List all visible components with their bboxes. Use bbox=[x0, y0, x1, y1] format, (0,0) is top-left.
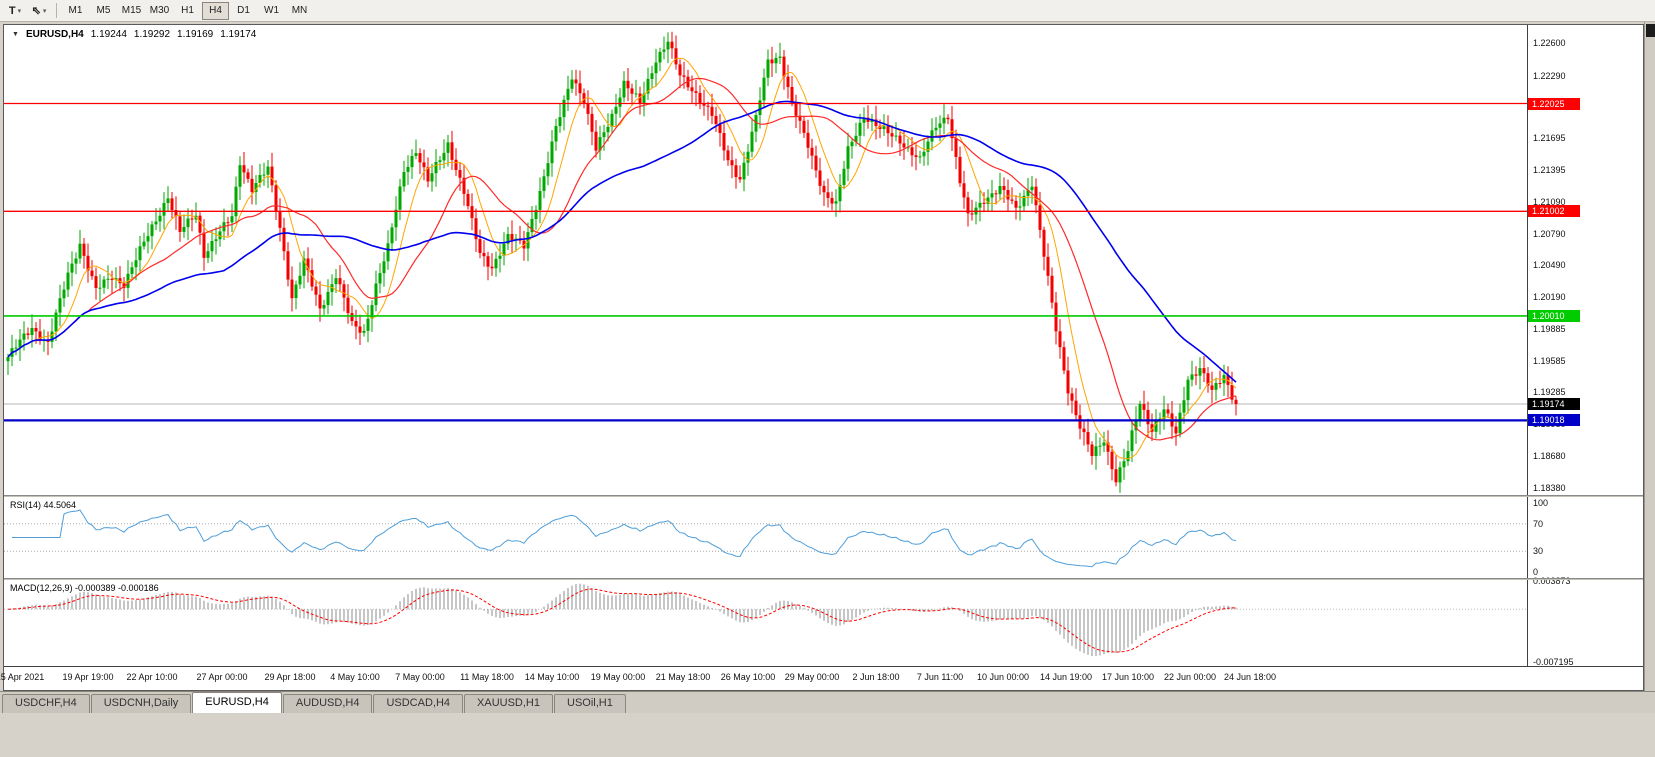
timeframe-button-m1[interactable]: M1 bbox=[62, 2, 89, 20]
chart-tab-audusd-h4[interactable]: AUDUSD,H4 bbox=[282, 694, 373, 713]
timeframe-button-group: M1 M5 M15 M30 H1 H4 D1 W1 MN bbox=[62, 1, 313, 20]
rsi-panel[interactable] bbox=[4, 497, 1527, 578]
chart-tab-eurusd-h4[interactable]: EURUSD,H4 bbox=[192, 692, 282, 713]
date-label: 7 May 00:00 bbox=[395, 672, 445, 682]
text-tool-button[interactable]: T ▾ bbox=[3, 2, 27, 20]
price-tick: 1.21090 bbox=[1533, 197, 1566, 207]
hline-price-tag: 1.21002 bbox=[1528, 205, 1580, 217]
rsi-tick: 30 bbox=[1533, 546, 1544, 556]
date-label: 27 Apr 00:00 bbox=[196, 672, 248, 682]
price-tick: 1.22290 bbox=[1533, 71, 1566, 81]
price-tick: 1.20490 bbox=[1533, 260, 1566, 270]
price-tick: 1.21695 bbox=[1533, 133, 1566, 143]
symbol-label: EURUSD,H4 bbox=[25, 29, 84, 40]
date-label: 26 May 10:00 bbox=[720, 672, 776, 682]
price-tick: 1.19285 bbox=[1533, 387, 1566, 397]
hline-price-tag: 1.20010 bbox=[1528, 310, 1580, 322]
date-label: 7 Jun 11:00 bbox=[916, 672, 964, 682]
price-tick: 1.20190 bbox=[1533, 292, 1566, 302]
rsi-tick: 70 bbox=[1533, 519, 1544, 529]
macd-label: MACD(12,26,9) -0.000389 -0.000186 bbox=[10, 583, 159, 593]
toolbar: T ▾ ⇖ ▾ M1 M5 M15 M30 H1 H4 D1 W1 MN bbox=[0, 0, 1655, 22]
price-tick: 1.20790 bbox=[1533, 229, 1566, 239]
timeframe-button-m30[interactable]: M30 bbox=[146, 2, 173, 20]
open-value: 1.19244 bbox=[90, 29, 127, 40]
panel-separator[interactable] bbox=[4, 578, 1643, 580]
date-label: 14 Jun 19:00 bbox=[1039, 672, 1093, 682]
date-label: 22 Apr 10:00 bbox=[126, 672, 178, 682]
date-label: 19 May 00:00 bbox=[590, 672, 646, 682]
date-label: 2 Jun 18:00 bbox=[852, 672, 900, 682]
date-label: 4 May 10:00 bbox=[330, 672, 380, 682]
rsi-tick: 0 bbox=[1533, 567, 1539, 577]
price-tick: 1.21395 bbox=[1533, 165, 1566, 175]
rsi-tick: 100 bbox=[1533, 498, 1549, 508]
macd-tick: -0.007195 bbox=[1533, 657, 1574, 667]
pointer-tool-button[interactable]: ⇖ ▾ bbox=[27, 2, 51, 20]
timeframe-button-mn[interactable]: MN bbox=[286, 2, 313, 20]
timeframe-button-w1[interactable]: W1 bbox=[258, 2, 285, 20]
macd-panel[interactable] bbox=[4, 580, 1527, 666]
time-axis[interactable]: 15 Apr 2021 19 Apr 19:00 22 Apr 10:00 27 Ap… bbox=[0, 666, 1643, 689]
date-label: 22 Jun 00:00 bbox=[1163, 672, 1217, 682]
price-tick: 1.18680 bbox=[1533, 451, 1566, 461]
rsi-label: RSI(14) 44.5064 bbox=[10, 500, 77, 510]
current-price-tag: 1.19174 bbox=[1528, 398, 1580, 410]
chart-tab-usdcnh-daily[interactable]: USDCNH,Daily bbox=[90, 694, 192, 713]
timeframe-button-m5[interactable]: M5 bbox=[90, 2, 117, 20]
panel-separator[interactable] bbox=[4, 495, 1643, 497]
price-axis[interactable]: 1.226001.222901.219951.216951.213951.210… bbox=[1527, 25, 1643, 667]
date-label: 15 Apr 2021 bbox=[0, 672, 45, 682]
text-tool-icon: T bbox=[8, 4, 16, 17]
vertical-scrollbar[interactable] bbox=[1644, 22, 1655, 691]
toolbar-separator bbox=[56, 3, 57, 18]
price-tick: 1.18380 bbox=[1533, 483, 1566, 493]
chart-tab-usdchf-h4[interactable]: USDCHF,H4 bbox=[2, 694, 90, 713]
price-chart-canvas[interactable] bbox=[4, 25, 1527, 495]
low-value: 1.19169 bbox=[177, 29, 214, 40]
pointer-tool-icon: ⇖ bbox=[31, 5, 41, 17]
chart-tab-xauusd-h1[interactable]: XAUUSD,H1 bbox=[464, 694, 553, 713]
price-tick: 1.22600 bbox=[1533, 38, 1566, 48]
price-tick: 1.19885 bbox=[1533, 324, 1566, 334]
date-label: 29 May 00:00 bbox=[784, 672, 840, 682]
date-label: 21 May 18:00 bbox=[655, 672, 711, 682]
date-label: 17 Jun 10:00 bbox=[1101, 672, 1155, 682]
symbol-ohlc-header: ▼ EURUSD,H4 1.19244 1.19292 1.19169 1.19… bbox=[12, 29, 256, 40]
close-value: 1.19174 bbox=[220, 29, 257, 40]
chart-window: ▼ EURUSD,H4 1.19244 1.19292 1.19169 1.19… bbox=[0, 24, 1644, 691]
date-label: 19 Apr 19:00 bbox=[62, 672, 114, 682]
hline-price-tag: 1.19018 bbox=[1528, 414, 1580, 426]
date-label: 24 Jun 18:00 bbox=[1223, 672, 1277, 682]
hline-price-tag: 1.22025 bbox=[1528, 98, 1580, 110]
chart-tab-bar: USDCHF,H4 USDCNH,Daily EURUSD,H4 AUDUSD,H4 U… bbox=[0, 691, 1655, 713]
date-label: 14 May 10:00 bbox=[524, 672, 580, 682]
chevron-down-icon: ▾ bbox=[42, 7, 47, 15]
macd-tick: 0.003873 bbox=[1533, 576, 1571, 586]
date-label: 10 Jun 00:00 bbox=[976, 672, 1030, 682]
high-value: 1.19292 bbox=[133, 29, 171, 40]
chevron-down-icon: ▾ bbox=[17, 7, 22, 15]
date-label: 11 May 18:00 bbox=[460, 672, 514, 682]
timeframe-button-m15[interactable]: M15 bbox=[118, 2, 145, 20]
timeframe-button-h1[interactable]: H1 bbox=[174, 2, 201, 20]
timeframe-button-h4[interactable]: H4 bbox=[202, 1, 229, 20]
timeframe-button-d1[interactable]: D1 bbox=[230, 2, 257, 20]
chart-tab-usoil-h1[interactable]: USOil,H1 bbox=[554, 694, 626, 713]
scrollbar-thumb[interactable] bbox=[1646, 24, 1655, 37]
date-label: 29 Apr 18:00 bbox=[264, 672, 316, 682]
chart-tab-usdcad-h4[interactable]: USDCAD,H4 bbox=[373, 694, 464, 713]
triangle-down-icon: ▼ bbox=[12, 31, 19, 38]
price-tick: 1.19585 bbox=[1533, 356, 1566, 366]
